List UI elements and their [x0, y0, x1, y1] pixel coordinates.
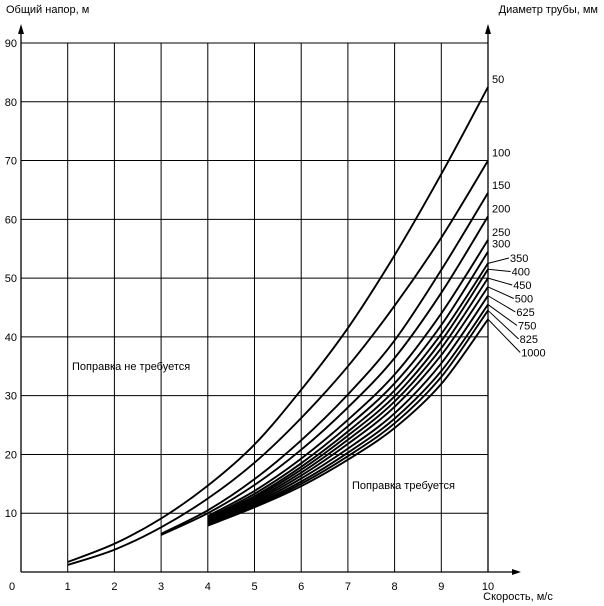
leader-line-825 [487, 310, 519, 340]
y-tick-label: 80 [5, 97, 17, 109]
leader-line-350 [487, 257, 510, 264]
y-tick-label: 70 [5, 156, 17, 168]
y-axis-title: Общий напор, м [6, 4, 89, 16]
y-tick-label: 60 [5, 214, 17, 226]
x-tick-label: 2 [111, 581, 117, 593]
x-tick-label: 9 [438, 581, 444, 593]
legend-title: Диаметр трубы, мм [499, 4, 598, 16]
leader-line-500 [487, 286, 515, 299]
axes [18, 24, 521, 575]
series-line-150 [160, 192, 489, 535]
diameter-label-250: 250 [492, 227, 510, 239]
series-line-100 [67, 160, 489, 566]
diameter-label-150: 150 [492, 180, 510, 192]
series-line-200 [160, 215, 489, 536]
series-line-350 [207, 262, 489, 520]
leader-line-450 [487, 277, 513, 286]
x-tick-label: 4 [205, 581, 211, 593]
series-group [67, 86, 489, 566]
leader-line-625 [487, 295, 516, 313]
x-tick-label: 5 [251, 581, 257, 593]
y-tick-label: 40 [5, 332, 17, 344]
series-line-450 [207, 277, 489, 523]
y-tick-label: 50 [5, 273, 17, 285]
y-tick-label: 20 [5, 449, 17, 461]
series-line-750 [207, 304, 489, 526]
diameter-label-350: 350 [510, 253, 528, 265]
x-tick-label: 6 [298, 581, 304, 593]
x-tick-label: 0 [9, 581, 15, 593]
y-tick-label: 30 [5, 391, 17, 403]
series-line-825 [207, 309, 489, 526]
annotation-correction: Поправка требуется [352, 480, 455, 492]
series-line-400 [207, 268, 489, 522]
diameter-label-825: 825 [520, 334, 538, 346]
y-tick-label: 90 [5, 38, 17, 50]
series-line-625 [207, 295, 489, 525]
diameter-label-625: 625 [516, 307, 534, 319]
diameter-label-100: 100 [492, 148, 510, 160]
diameter-label-300: 300 [492, 239, 510, 251]
y-axis-right-arrow [485, 24, 491, 34]
x-tick-label: 3 [158, 581, 164, 593]
leader-line-1000 [487, 318, 521, 353]
x-axis-title: Скорость, м/с [483, 591, 553, 603]
diameter-label-450: 450 [513, 280, 531, 292]
diameter-label-750: 750 [518, 321, 536, 333]
annotation-no-correction: Поправка не требуется [72, 361, 190, 373]
x-tick-label: 7 [345, 581, 351, 593]
diameter-label-400: 400 [512, 267, 530, 279]
diameter-label-200: 200 [492, 203, 510, 215]
diameter-label-500: 500 [515, 294, 533, 306]
x-axis-arrow [512, 569, 521, 575]
diameter-label-50: 50 [492, 74, 504, 86]
y-axis-left-arrow [18, 24, 24, 34]
leader-lines [487, 257, 521, 353]
series-line-500 [207, 286, 489, 523]
x-tick-label: 8 [392, 581, 398, 593]
x-tick-label: 1 [65, 581, 71, 593]
leader-line-750 [487, 304, 518, 326]
series-line-1000 [207, 318, 489, 527]
series-line-300 [207, 251, 489, 519]
x-tick-label: 10 [482, 581, 494, 593]
diameter-label-1000: 1000 [521, 348, 545, 360]
series-line-250 [207, 239, 489, 518]
tick-labels: 0 1 2 3 4 5 6 7 8 9 10 10 20 30 40 50 60 70 80 90 [5, 38, 494, 593]
leader-line-400 [487, 268, 511, 272]
y-tick-label: 10 [5, 508, 17, 520]
series-line-50 [67, 86, 489, 563]
